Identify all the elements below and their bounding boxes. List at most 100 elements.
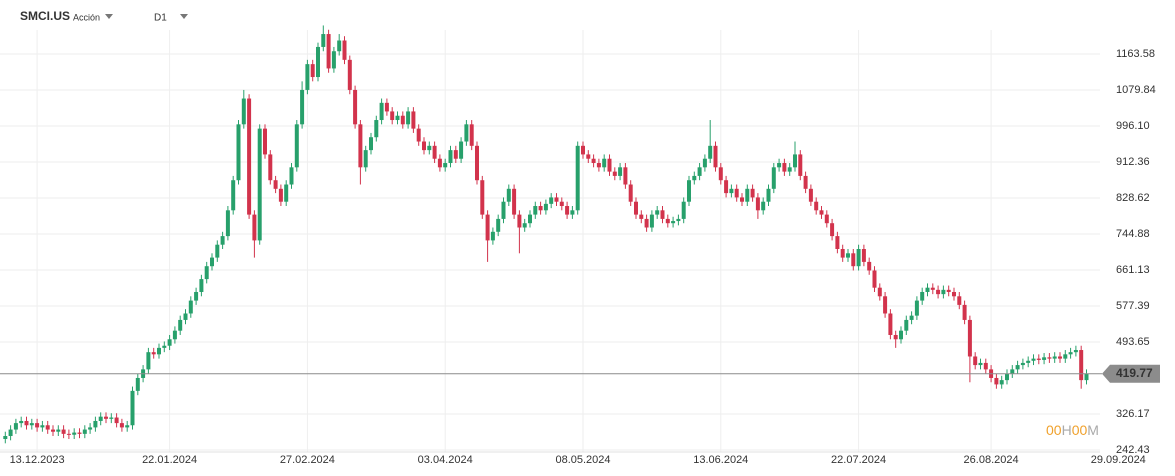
candle-body — [353, 89, 358, 125]
candle-body — [443, 163, 448, 168]
candle-body — [421, 141, 426, 151]
candle-body — [35, 423, 40, 428]
countdown: 00H00M — [1046, 422, 1099, 438]
candle-body — [453, 150, 458, 159]
candle-body — [61, 429, 66, 434]
candle-body — [459, 141, 464, 159]
candle-body — [644, 218, 649, 228]
candle-body — [893, 334, 898, 340]
candle-body — [851, 253, 856, 267]
candle-body — [623, 167, 628, 185]
y-tick-label: 577.39 — [1116, 300, 1150, 312]
symbol[interactable]: SMCI.US — [20, 9, 70, 23]
candle-body — [321, 34, 326, 47]
price-label: 419.77 — [1116, 366, 1153, 380]
candle-body — [835, 236, 840, 249]
candle-body — [739, 197, 744, 202]
candle-body — [151, 352, 156, 355]
candle-body — [496, 218, 501, 232]
symbol-dropdown[interactable] — [105, 14, 113, 19]
candle-body — [877, 287, 882, 297]
candle-body — [565, 206, 570, 215]
candle-body — [559, 201, 564, 207]
candle-body — [734, 188, 739, 198]
candle-body — [77, 432, 82, 434]
candle-body — [973, 356, 978, 366]
candle-body — [241, 98, 246, 125]
candle-body — [199, 279, 204, 292]
candle-body — [570, 210, 575, 215]
candle-body — [538, 206, 543, 211]
candle-body — [284, 184, 289, 202]
candle-body — [337, 40, 342, 52]
candle-body — [692, 175, 697, 181]
candle-body — [13, 423, 18, 430]
candle-body — [612, 171, 617, 176]
candle-body — [957, 296, 962, 305]
candle-body — [358, 124, 363, 168]
countdown-hours: 00 — [1046, 422, 1062, 438]
candle-body — [172, 330, 177, 340]
candle-body — [347, 59, 352, 90]
candle-body — [1031, 358, 1036, 361]
candle-body — [914, 300, 919, 316]
candle-body — [697, 167, 702, 176]
y-tick-label: 1163.58 — [1116, 48, 1155, 60]
candle-body — [273, 180, 278, 189]
candle-body — [474, 145, 479, 181]
candle-body — [490, 231, 495, 241]
y-tick-label: 242.43 — [1116, 444, 1150, 456]
candle-body — [66, 433, 71, 435]
candle-body — [512, 188, 517, 215]
candle-body — [448, 150, 453, 164]
candle-body — [994, 377, 999, 385]
x-tick-label: 27.02.2024 — [280, 454, 335, 466]
candle-body — [962, 304, 967, 320]
timeframe-dropdown[interactable] — [180, 14, 188, 19]
candle-body — [231, 180, 236, 211]
candle-body — [861, 248, 866, 262]
candle-body — [119, 423, 124, 428]
candle-body — [188, 300, 193, 314]
candle-body — [1042, 357, 1047, 360]
candle-body — [771, 167, 776, 189]
x-tick-label: 29.09.2024 — [1091, 454, 1146, 466]
candle-body — [8, 429, 13, 437]
candle-body — [45, 425, 50, 430]
candle-body — [766, 188, 771, 202]
candle-body — [1057, 356, 1062, 359]
candle-body — [543, 203, 548, 211]
instrument-kind: Acción — [73, 12, 100, 22]
candle-body — [220, 236, 225, 245]
candle-body — [331, 51, 336, 69]
candle-body — [665, 218, 670, 224]
candle-body — [808, 188, 813, 202]
candle-body — [427, 145, 432, 151]
candle-body — [50, 429, 55, 432]
y-tick-label: 493.65 — [1116, 336, 1150, 348]
candle-body — [867, 261, 872, 271]
candle-body — [82, 429, 87, 434]
candle-body — [40, 425, 45, 428]
candle-body — [464, 124, 469, 142]
candle-body — [1015, 365, 1020, 370]
candle-body — [368, 137, 373, 151]
timeframe[interactable]: D1 — [154, 13, 167, 24]
candle-body — [580, 145, 585, 155]
candle-body — [1047, 357, 1052, 359]
y-tick-label: 996.10 — [1116, 120, 1150, 132]
candle-body — [1084, 373, 1089, 381]
candle-body — [941, 289, 946, 295]
x-tick-label: 22.01.2024 — [142, 454, 197, 466]
candle-body — [1068, 352, 1073, 355]
candle-body — [729, 188, 734, 194]
x-tick-label: 13.12.2023 — [10, 454, 65, 466]
x-tick-label: 08.05.2024 — [555, 454, 610, 466]
candle-body — [639, 214, 644, 219]
candle-body — [777, 163, 782, 168]
candle-body — [411, 111, 416, 129]
x-tick-label: 26.08.2024 — [964, 454, 1019, 466]
y-tick-label: 326.17 — [1116, 408, 1150, 420]
countdown-m: M — [1087, 422, 1099, 438]
candle-body — [549, 197, 554, 204]
